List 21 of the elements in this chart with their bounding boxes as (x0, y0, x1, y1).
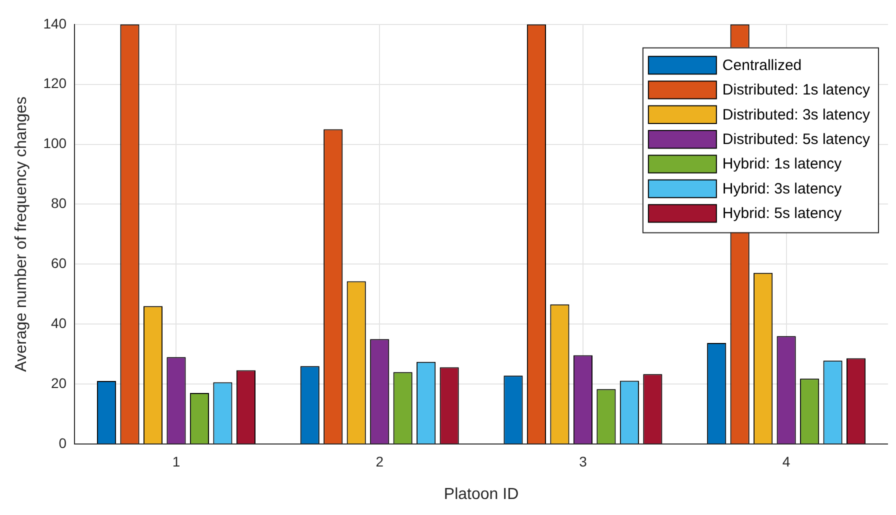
y-tick-label: 60 (50, 255, 67, 272)
y-tick-label: 80 (50, 195, 67, 212)
legend-label: Hybrid: 5s latency (722, 205, 842, 222)
y-tick-label: 100 (43, 135, 67, 152)
x-tick-label: 3 (579, 453, 588, 470)
y-tick-label: 120 (43, 75, 67, 92)
y-tick-label: 0 (58, 434, 67, 451)
legend-label: Centrallized (722, 56, 802, 74)
x-tick-label: 4 (782, 453, 790, 470)
y-tick-label: 40 (50, 314, 67, 331)
x-axis-title: Platoon ID (444, 486, 519, 503)
legend-label: Hybrid: 3s latency (722, 180, 842, 198)
legend-label: Hybrid: 1s latency (722, 156, 842, 173)
y-tick-label: 20 (50, 374, 67, 391)
legend-label: Distributed: 1s latency (722, 82, 870, 99)
legend-label: Distributed: 5s latency (722, 130, 870, 148)
legend-label: Distributed: 3s latency (722, 106, 870, 124)
y-axis-title: Average number of frequency changes (13, 96, 30, 372)
x-tick-label: 1 (172, 453, 180, 470)
y-tick-label: 140 (43, 15, 67, 32)
x-tick-label: 2 (376, 453, 384, 470)
